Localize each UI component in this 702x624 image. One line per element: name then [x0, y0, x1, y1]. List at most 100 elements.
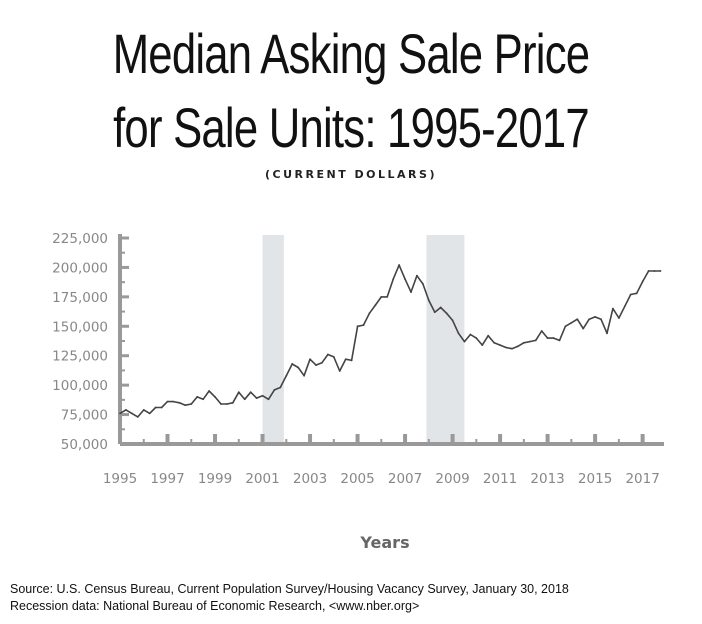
- y-tick-label: 75,000: [61, 408, 108, 424]
- data-point: [445, 312, 448, 315]
- data-point: [588, 318, 591, 321]
- data-point: [570, 321, 573, 324]
- data-point: [439, 306, 442, 309]
- data-point: [564, 325, 567, 328]
- data-point: [499, 344, 501, 347]
- data-point: [196, 396, 199, 398]
- y-tick-label: 50,000: [61, 437, 108, 453]
- data-point: [522, 341, 525, 344]
- x-tick-label: 2005: [340, 471, 374, 487]
- data-point: [255, 397, 258, 399]
- data-point: [172, 400, 175, 403]
- tick-labels: 50,000 75,000 100,000 125,000 150,000 175,000…: [52, 231, 660, 487]
- data-point: [641, 280, 644, 283]
- source-note: Source: U.S. Census Bureau, Current Popu…: [10, 582, 569, 596]
- y-tick-label: 100,000: [52, 378, 108, 394]
- data-point: [629, 293, 632, 296]
- data-point: [160, 406, 163, 409]
- recession-band-2: [426, 235, 465, 444]
- x-tick-label: 2015: [578, 471, 612, 487]
- data-point: [392, 278, 395, 281]
- data-point: [249, 391, 252, 394]
- chart-title-line-1: Median Asking Sale Price: [112, 22, 590, 85]
- chart-title-line-2: for Sale Units: 1995-2017: [113, 96, 590, 159]
- data-point: [243, 398, 246, 401]
- data-point: [653, 270, 656, 272]
- data-point: [594, 315, 597, 318]
- y-tick-label: 175,000: [52, 290, 108, 306]
- x-tick-label: 2003: [293, 471, 327, 487]
- data-point: [350, 359, 353, 362]
- data-point: [321, 361, 323, 364]
- x-tick-label: 1997: [150, 471, 184, 487]
- data-point: [374, 304, 377, 306]
- data-point: [119, 412, 121, 415]
- x-tick-label: 1995: [103, 471, 137, 487]
- data-point: [558, 339, 561, 342]
- data-point: [386, 295, 389, 298]
- data-point: [285, 374, 288, 377]
- data-point: [546, 337, 549, 339]
- data-point: [493, 341, 496, 344]
- data-point: [362, 324, 365, 327]
- y-tick-label: 125,000: [52, 349, 108, 365]
- data-point: [410, 291, 412, 294]
- data-point: [528, 340, 531, 343]
- x-tick-label: 2017: [625, 471, 659, 487]
- data-point: [220, 403, 222, 405]
- x-tick-label: 2013: [530, 471, 564, 487]
- data-point: [344, 358, 347, 361]
- data-point: [231, 401, 234, 404]
- data-point: [208, 390, 210, 392]
- data-point: [332, 355, 335, 358]
- data-point: [600, 318, 602, 321]
- x-tick-label: 2009: [435, 471, 469, 487]
- data-point: [225, 403, 228, 405]
- data-point: [612, 307, 614, 310]
- data-point: [125, 408, 127, 411]
- data-point: [190, 403, 193, 405]
- data-point: [237, 391, 240, 394]
- data-point: [279, 386, 282, 389]
- data-point: [398, 264, 401, 266]
- data-point: [487, 334, 490, 337]
- data-point: [202, 398, 205, 401]
- data-point: [576, 318, 579, 321]
- y-tick-label: 200,000: [52, 260, 108, 276]
- x-tick-label: 2001: [245, 471, 279, 487]
- data-point: [511, 347, 513, 350]
- data-point: [291, 363, 294, 365]
- recession-bands: [262, 235, 465, 444]
- data-point: [582, 327, 585, 330]
- data-point: [451, 319, 454, 322]
- data-point: [136, 416, 139, 418]
- data-point: [338, 370, 341, 372]
- data-point: [534, 339, 537, 342]
- recession-band-1: [262, 235, 284, 444]
- data-point: [380, 295, 383, 298]
- y-tick-label: 150,000: [52, 319, 108, 335]
- data-point: [505, 346, 507, 349]
- data-point: [261, 394, 264, 397]
- data-point: [540, 330, 543, 332]
- data-point: [517, 345, 519, 348]
- data-point: [606, 332, 608, 335]
- data-point: [148, 412, 151, 415]
- series-line: [119, 264, 661, 418]
- chart-subtitle: (CURRENT DOLLARS): [265, 168, 437, 181]
- series-layer: [119, 264, 662, 418]
- data-point: [130, 412, 133, 415]
- data-point: [297, 366, 300, 369]
- data-point: [659, 270, 662, 272]
- data-point: [552, 337, 555, 339]
- data-point: [273, 388, 276, 391]
- data-point: [368, 312, 371, 315]
- data-point: [635, 292, 638, 295]
- y-tick-label: 225,000: [52, 231, 108, 247]
- data-point: [178, 401, 181, 404]
- data-point: [326, 353, 329, 356]
- data-point: [356, 325, 359, 328]
- x-tick-label: 1999: [198, 471, 232, 487]
- data-point: [469, 333, 472, 336]
- data-point: [647, 270, 650, 272]
